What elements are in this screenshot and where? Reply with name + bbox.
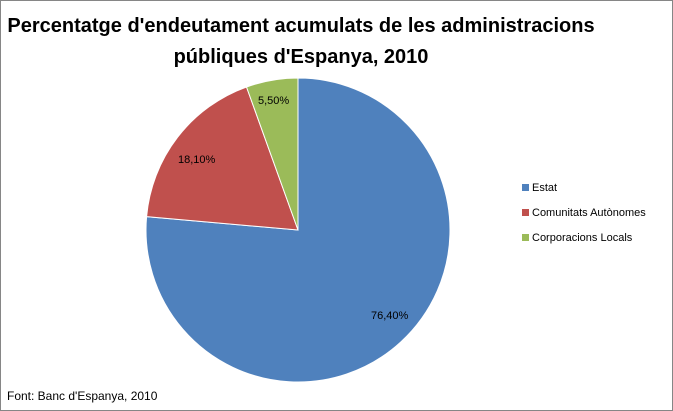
data-label: 5,50%	[258, 95, 289, 107]
legend-item: Estat	[522, 175, 646, 200]
data-label: 18,10%	[178, 154, 216, 166]
pie-slice-comunitats-aut-nomes	[146, 86, 299, 231]
data-label: 76,40%	[371, 310, 409, 322]
legend-swatch	[522, 234, 529, 241]
legend-label: Corporacions Locals	[532, 231, 633, 244]
source-note: Font: Banc d'Espanya, 2010	[7, 389, 158, 403]
legend-item: Corporacions Locals	[522, 225, 646, 250]
pie-slice-estat	[145, 77, 451, 383]
legend-label: Estat	[532, 181, 558, 194]
legend-label: Comunitats Autònomes	[532, 206, 646, 219]
pie-slice-corporacions-locals	[245, 77, 299, 231]
legend-swatch	[522, 184, 529, 191]
legend-item: Comunitats Autònomes	[522, 200, 646, 225]
legend-swatch	[522, 209, 529, 216]
chart-title: Percentatge d'endeutament acumulats de l…	[7, 15, 595, 68]
legend: Estat Comunitats Autònomes Corporacions …	[522, 175, 646, 250]
